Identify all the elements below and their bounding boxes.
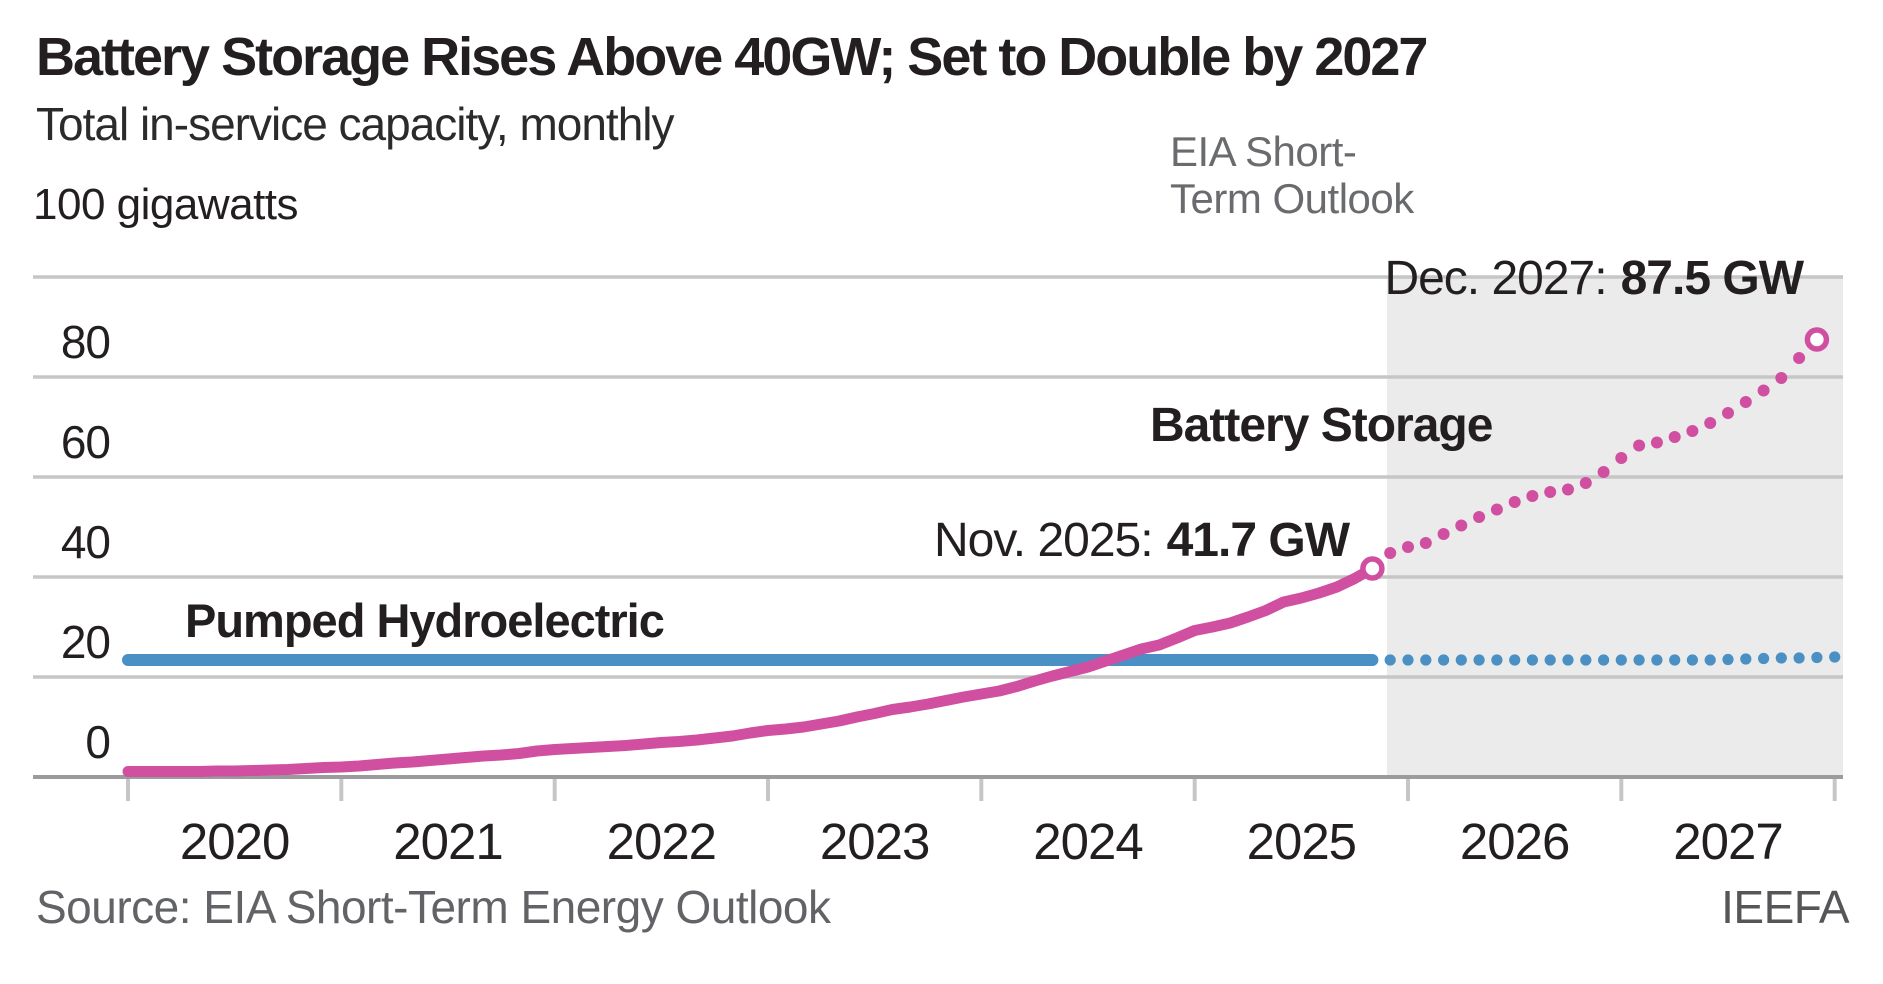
battery-forecast-dot [1384,547,1397,559]
hydro-forecast-dot [1669,654,1681,666]
dec-2027-annotation: Dec. 2027: 87.5 GW [1384,251,1804,306]
hydro-forecast-dot [1829,651,1841,663]
battery-forecast-dot [1775,372,1788,384]
nov-2025-annotation: Nov. 2025: 41.7 GW [934,513,1350,568]
hydro-series-label: Pumped Hydroelectric [185,594,665,647]
battery-forecast-dot [1402,541,1414,553]
y-tick-label-40: 40 [60,516,111,568]
hydro-forecast-dot [1420,654,1432,666]
y-tick-label-0: 0 [85,716,111,768]
battery-forecast-dot [1526,490,1539,502]
battery-forecast-dot [1615,452,1628,464]
hydro-forecast-dot [1473,654,1485,666]
battery-forecast-dot [1562,483,1574,496]
y-tick-label-60: 60 [60,416,111,468]
hydro-forecast-dot [1598,654,1610,666]
battery-history-line [122,563,1378,777]
hydro-forecast-dot [1651,654,1663,666]
battery-forecast-dot [1704,417,1717,429]
battery-forecast-dot [1686,425,1699,437]
battery-forecast-dot [1579,477,1592,489]
battery-marker-ring [1804,327,1830,352]
battery-forecast-dot [1455,519,1468,532]
battery-forecast-dot [1633,439,1646,452]
hydro-forecast-dot [1455,654,1467,666]
battery-forecast-dot [1544,486,1557,498]
x-tick-label-2020: 2020 [179,813,290,870]
hydro-forecast-dot [1633,654,1645,666]
hydro-forecast-dot [1580,654,1592,666]
dec-2027-value: 87.5 GW [1620,252,1804,305]
forecast-region-label-line2: Term Outlook [1170,175,1414,222]
chart-title: Battery Storage Rises Above 40GW; Set to… [36,27,1428,87]
hydro-forecast-dot [1758,652,1770,665]
battery-marker-ring [1360,556,1385,581]
battery-forecast-dot [1668,431,1681,443]
x-tick-label-2022: 2022 [606,813,717,870]
battery-series-label: Battery Storage [1150,399,1493,452]
hydro-forecast-dot [1384,654,1396,666]
forecast-region-label: EIA Short- Term Outlook [1170,128,1414,222]
x-tick-label-2025: 2025 [1246,813,1357,870]
hydro-forecast-dot [1562,654,1574,666]
hydro-forecast-dot [1615,654,1627,666]
battery-forecast-dot [1419,537,1432,549]
x-tick-label-2024: 2024 [1033,813,1143,870]
battery-forecast-dot [1597,466,1610,478]
y-tick-label-80: 80 [60,316,111,368]
hydro-forecast-dot [1704,654,1716,666]
hydro-forecast-dot [1544,654,1556,666]
x-tick-label-2023: 2023 [819,813,930,870]
battery-forecast-dot [1722,407,1734,419]
y-tick-label-20: 20 [60,616,111,668]
battery-forecast-dot [1650,436,1663,449]
hydro-forecast-dot [1438,654,1450,666]
nov-2025-date: Nov. 2025: [934,514,1154,567]
hydro-forecast-dot [1775,652,1787,664]
dec-2027-date: Dec. 2027: [1384,252,1607,305]
x-tick-label-2021: 2021 [393,813,503,870]
battery-forecast-dot [1757,384,1770,397]
y-axis-unit-label: 100 gigawatts [33,180,299,229]
hydro-forecast-dot [1402,654,1414,666]
battery-forecast-dot [1508,496,1521,508]
forecast-region-label-line1: EIA Short- [1170,128,1357,175]
credit-note: IEEFA [1721,881,1849,933]
x-tick-label-2026: 2026 [1459,813,1570,870]
hydro-forecast-dot [1509,654,1521,666]
nov-2025-value: 41.7 GW [1166,514,1350,567]
hydro-forecast-dot [1686,654,1698,666]
x-tick-label-2027: 2027 [1673,813,1783,870]
hydro-forecast-dot [1526,654,1538,666]
hydro-forecast-dot [1811,651,1823,664]
hydro-forecast-dot [1722,653,1734,666]
battery-forecast-dot [1437,528,1450,540]
hydro-forecast-dot [1793,652,1805,664]
hydro-forecast-dot [1491,654,1503,666]
battery-forecast-dot [1473,511,1486,523]
battery-forecast-dot [1793,352,1806,364]
hydro-forecast-dot [1740,653,1752,665]
chart-subtitle: Total in-service capacity, monthly [36,98,675,150]
forecast-region [1387,277,1843,777]
battery-forecast-dot [1490,503,1503,516]
battery-forecast-dot [1739,396,1752,408]
source-note: Source: EIA Short-Term Energy Outlook [36,881,831,933]
